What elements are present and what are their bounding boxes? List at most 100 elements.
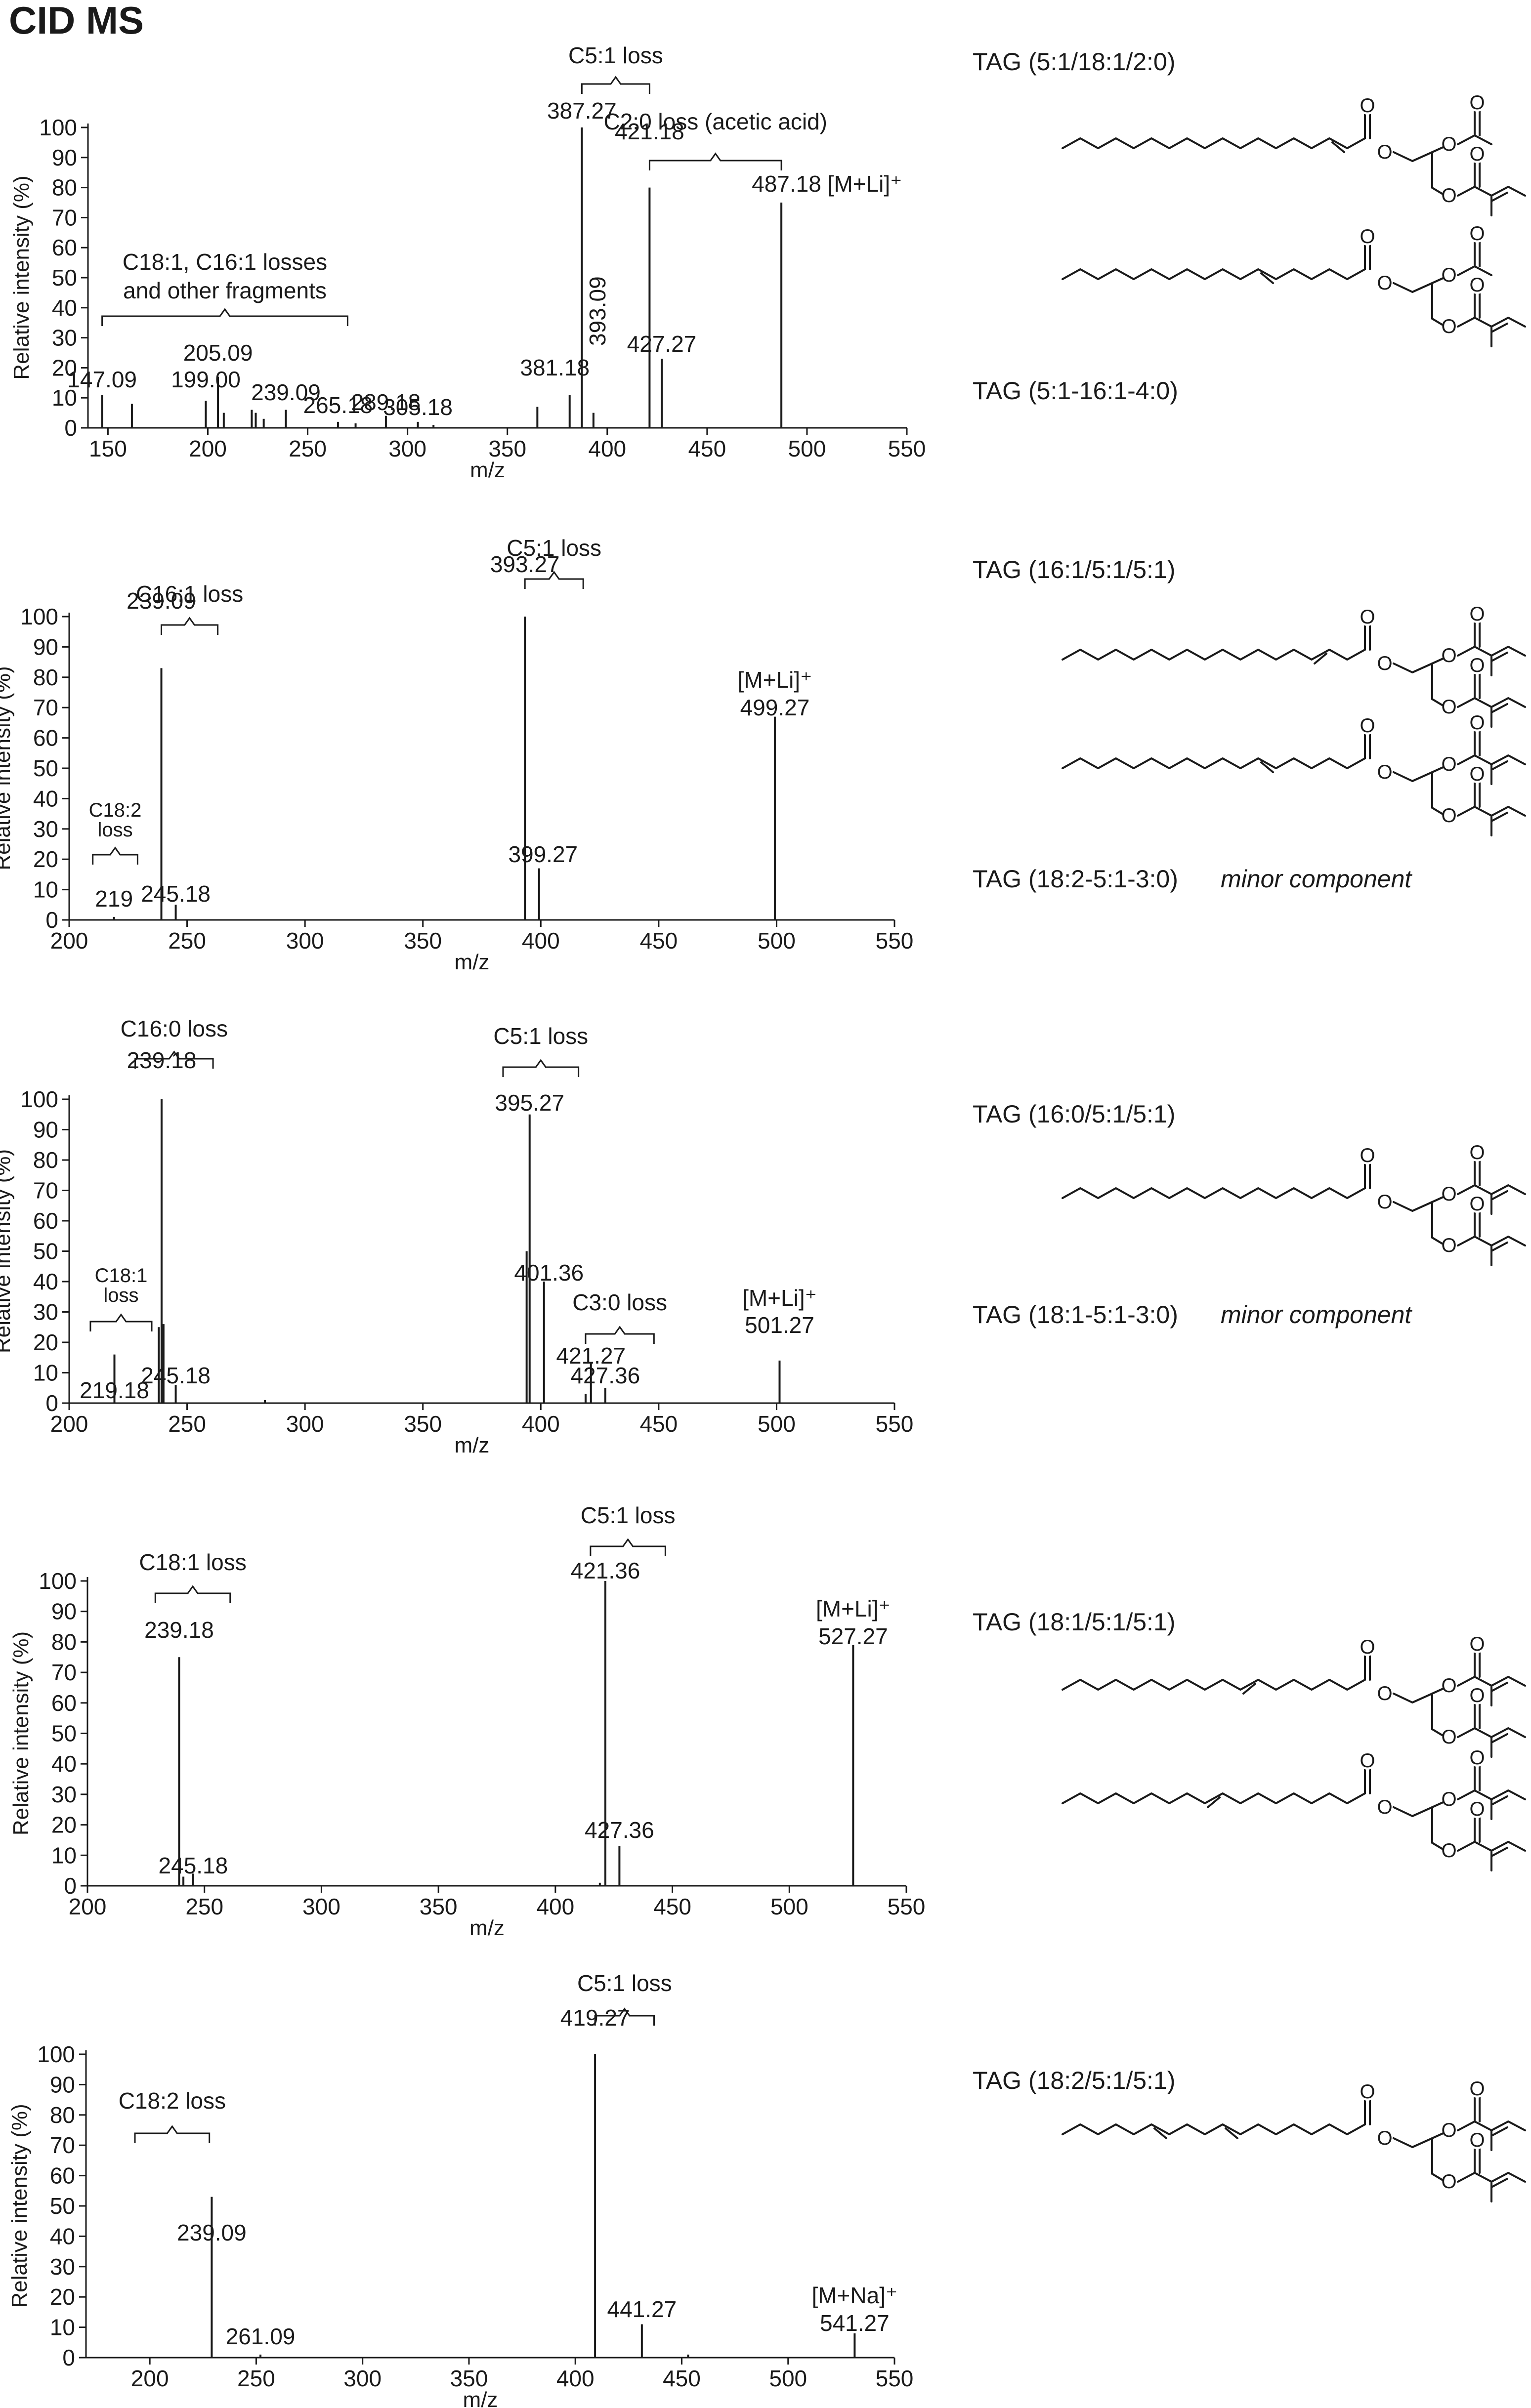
x-tick-label: 500 <box>758 1411 796 1437</box>
loss-annotation: loss <box>103 1285 138 1306</box>
y-tick-label: 100 <box>39 115 77 140</box>
atom-mask <box>1376 2129 1394 2147</box>
y-tick-label: 20 <box>52 355 77 380</box>
double-bond <box>1491 192 1508 202</box>
structures-1: TAG (5:1/18:1/2:0)TAG (5:1-16:1-4:0)OO OO… <box>973 48 1526 405</box>
tag-label: TAG (18:1/5:1/5:1) <box>973 1608 1175 1636</box>
x-tick-label: 250 <box>168 928 206 954</box>
tag-label: TAG (16:0/5:1/5:1) <box>973 1100 1175 1128</box>
atom-label: O <box>1469 1142 1485 1163</box>
x-tick-label: 200 <box>50 1411 88 1437</box>
x-tick-label: 200 <box>69 1894 107 1919</box>
atom-label: O <box>1377 2127 1392 2149</box>
atom-label: O <box>1441 696 1456 718</box>
tag-label-note: minor component <box>1221 1301 1412 1329</box>
atom-mask <box>1440 266 1458 284</box>
atom-label: O <box>1441 1726 1456 1748</box>
x-axis-label: m/z <box>470 458 505 482</box>
peak-label: 261.09 <box>226 2324 296 2349</box>
glycerol-backbone <box>1393 1693 1433 1703</box>
x-tick-label: 550 <box>876 928 914 954</box>
y-axis-label: Relative intensity (%) <box>9 175 34 379</box>
loss-bracket <box>524 571 584 589</box>
peak-label: 239.09 <box>177 2220 247 2245</box>
peak-label: 289.18 <box>351 389 421 415</box>
x-tick-label: 550 <box>888 436 926 461</box>
loss-bracket <box>154 1585 231 1603</box>
atom-label: O <box>1360 1636 1375 1658</box>
x-axis-label: m/z <box>455 950 490 974</box>
double-bond <box>1491 703 1508 713</box>
fatty-acyl-chain <box>1062 2123 1366 2135</box>
loss-annotation: C18:2 loss <box>119 2088 226 2114</box>
double-bond <box>1491 1190 1508 1200</box>
loss-annotation: C5:1 loss <box>577 1970 672 1996</box>
atom-mask <box>1440 647 1458 664</box>
loss-annotation: C18:1 loss <box>139 1549 246 1575</box>
x-tick-label: 400 <box>522 928 560 954</box>
loss-annotation: C5:1 loss <box>507 535 601 561</box>
y-tick-label: 10 <box>52 385 77 411</box>
loss-bracket <box>101 308 348 326</box>
y-tick-label: 30 <box>33 1299 58 1325</box>
y-tick-label: 70 <box>52 205 77 230</box>
peak-label: 239.09 <box>251 379 321 405</box>
loss-annotation: C5:1 loss <box>581 1502 676 1528</box>
tag-label: TAG (5:1-16:1-4:0) <box>973 377 1178 405</box>
x-tick-label: 350 <box>404 1411 442 1437</box>
peak-label-ion: [M+Na]⁺ <box>811 2283 897 2308</box>
loss-annotation: loss <box>97 819 132 841</box>
glycerol-backbone <box>1393 1806 1433 1817</box>
spectrum-3: 0 10 20 30 40 50 60 70 80 90 100 200 250 300 350 400 450… <box>0 1016 913 1457</box>
atom-label: O <box>1441 645 1456 666</box>
atom-mask <box>1468 765 1486 783</box>
loss-bracket <box>590 1538 666 1556</box>
glycerol-backbone <box>1393 1201 1433 1212</box>
x-tick-label: 250 <box>237 2366 275 2391</box>
y-axis-label: Relative intensity (%) <box>0 666 15 870</box>
peak-label-mz: 527.27 <box>818 1623 888 1649</box>
double-bond <box>1491 1795 1508 1805</box>
y-tick-label: 0 <box>64 415 77 441</box>
y-tick-label: 100 <box>39 1568 77 1594</box>
tag-label: TAG (5:1/18:1/2:0) <box>973 48 1175 76</box>
double-bond <box>1331 141 1345 153</box>
double-bond <box>1491 2126 1508 2136</box>
atom-label: O <box>1360 715 1375 737</box>
glycerol-backbone <box>1431 1801 1444 1808</box>
acyl-branch <box>1457 754 1526 765</box>
peak-label: 427.36 <box>585 1817 654 1843</box>
loss-annotation: and other fragments <box>123 278 327 303</box>
peak-label-mz: 499.27 <box>740 695 810 720</box>
double-bond <box>1153 2127 1167 2139</box>
peak-label: 245.18 <box>141 1363 211 1388</box>
peak-label: 147.09 <box>67 367 137 392</box>
double-bond <box>1314 653 1327 664</box>
loss-annotation: C5:1 loss <box>568 42 663 68</box>
double-bond <box>1260 761 1274 773</box>
loss-annotation: C18:1, C16:1 losses <box>123 249 327 275</box>
spectrum-4: 0 10 20 30 40 50 60 70 80 90 100 200 250 300 350 400 450… <box>9 1502 925 1940</box>
y-tick-label: 40 <box>33 1269 58 1294</box>
x-tick-label: 250 <box>168 1411 206 1437</box>
x-tick-label: 350 <box>404 928 442 954</box>
x-tick-label: 450 <box>653 1894 691 1919</box>
atom-label: O <box>1469 2078 1485 2100</box>
loss-bracket <box>134 1050 214 1069</box>
y-tick-label: 0 <box>64 1873 77 1899</box>
atom-label: O <box>1360 606 1375 628</box>
atom-mask <box>1468 1144 1486 1162</box>
atom-mask <box>1468 225 1486 243</box>
y-tick-label: 90 <box>50 2072 75 2097</box>
atom-mask <box>1440 755 1458 773</box>
atom-mask <box>1440 698 1458 716</box>
fatty-acyl-chain <box>1062 1679 1366 1691</box>
y-tick-label: 80 <box>52 175 77 201</box>
x-tick-label: 300 <box>302 1894 340 1919</box>
atom-mask <box>1376 274 1394 292</box>
x-tick-label: 450 <box>688 436 726 461</box>
atom-label: O <box>1377 1191 1392 1213</box>
acyl-branch <box>1457 1727 1526 1738</box>
